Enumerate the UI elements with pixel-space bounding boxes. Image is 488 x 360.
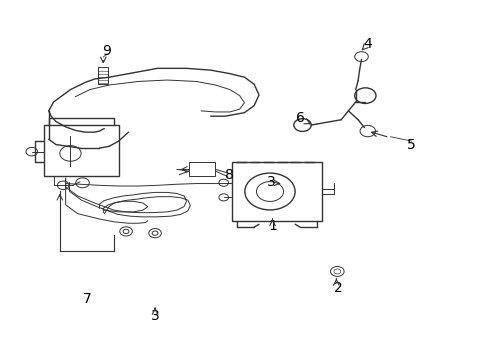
Bar <box>98 67 108 84</box>
Bar <box>44 125 119 176</box>
Text: 6: 6 <box>295 111 304 125</box>
Text: 4: 4 <box>363 36 371 50</box>
Text: 5: 5 <box>406 138 415 152</box>
Text: 3: 3 <box>266 175 275 189</box>
Bar <box>232 162 321 221</box>
Bar <box>188 162 215 176</box>
Text: 8: 8 <box>224 168 233 182</box>
Text: 2: 2 <box>334 281 343 295</box>
Text: 9: 9 <box>102 44 111 58</box>
Text: 3: 3 <box>150 310 159 324</box>
Text: 1: 1 <box>267 219 276 233</box>
Text: 7: 7 <box>83 292 92 306</box>
